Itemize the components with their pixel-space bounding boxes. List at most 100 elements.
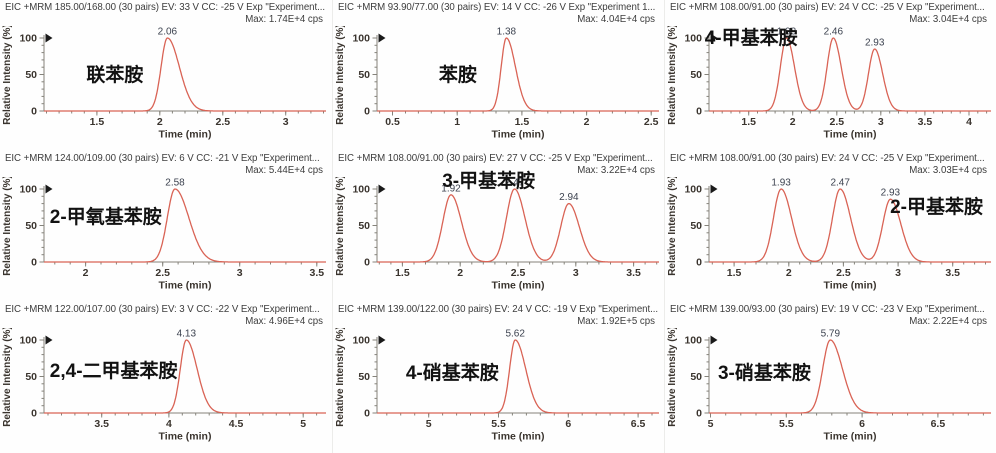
x-tick-labels: 3.5 4 4.5 5 <box>94 418 306 430</box>
chromatogram-chart: 0 50 100 1.5 2 2.5 3 3.5 Time (min) Relative Inte… <box>335 177 659 292</box>
y-axis-title: Relative Intensity (%) <box>667 26 678 125</box>
svg-text:0: 0 <box>364 408 370 420</box>
peak-rt-label: 2.06 <box>158 27 178 38</box>
trace-header-label: EIC +MRM 108.00/91.00 (30 pairs) EV: 24 … <box>670 2 985 13</box>
trace-header-label: EIC +MRM 122.00/107.00 (30 pairs) EV: 3 … <box>5 304 320 315</box>
y-tick-labels: 0 50 100 <box>352 33 370 118</box>
x-axis-title: Time (min) <box>492 129 545 141</box>
svg-text:100: 100 <box>19 184 37 196</box>
max-intensity-label: Max: 2.22E+4 cps <box>909 315 987 327</box>
svg-text:3.5: 3.5 <box>945 267 960 279</box>
chromatogram-panel: EIC +MRM 108.00/91.00 (30 pairs) EV: 24 … <box>664 151 996 302</box>
chromatogram-panel: EIC +MRM 108.00/91.00 (30 pairs) EV: 27 … <box>332 151 664 302</box>
svg-text:2: 2 <box>457 267 463 279</box>
svg-text:6.5: 6.5 <box>931 418 946 430</box>
svg-text:4: 4 <box>966 116 972 128</box>
svg-text:100: 100 <box>352 184 370 196</box>
chromatogram-panel: EIC +MRM 185.00/168.00 (30 pairs) EV: 33… <box>0 0 332 151</box>
axes <box>372 35 659 116</box>
peak-rt-label: 1.38 <box>497 27 517 38</box>
svg-text:3.5: 3.5 <box>918 116 933 128</box>
compound-name-label: 4-甲基苯胺 <box>704 27 798 49</box>
chromatogram-trace <box>44 339 326 414</box>
peak-rt-label: 1.92 <box>441 183 461 194</box>
svg-text:0: 0 <box>31 257 37 269</box>
svg-text:2.5: 2.5 <box>215 116 230 128</box>
x-axis-title: Time (min) <box>159 129 212 141</box>
chromatogram-chart: 0 50 100 1.5 2 2.5 3 Time (min) Relative Intensi… <box>2 26 326 141</box>
svg-text:2.5: 2.5 <box>155 267 170 279</box>
x-tick-labels: 1.5 2 2.5 3 <box>90 116 289 128</box>
svg-text:50: 50 <box>358 220 370 232</box>
svg-text:4: 4 <box>166 418 172 430</box>
svg-text:100: 100 <box>352 335 370 347</box>
max-intensity-label: Max: 3.22E+4 cps <box>577 164 655 176</box>
svg-text:2: 2 <box>83 267 89 279</box>
svg-text:50: 50 <box>358 69 370 81</box>
y-tick-labels: 0 50 100 <box>684 184 702 269</box>
axes <box>372 186 659 267</box>
chromatogram-panel: EIC +MRM 139.00/93.00 (30 pairs) EV: 19 … <box>664 302 996 453</box>
svg-text:3.5: 3.5 <box>626 267 641 279</box>
svg-text:2: 2 <box>584 116 590 128</box>
y-tick-labels: 0 50 100 <box>19 184 37 269</box>
compound-name-label: 苯胺 <box>438 65 477 87</box>
svg-text:100: 100 <box>19 335 37 347</box>
y-axis-title: Relative Intensity (%) <box>2 328 13 427</box>
chromatogram-chart: 0 50 100 5 5.5 6 6.5 Time (min) Relative Intensi… <box>667 328 991 443</box>
y-axis-arrow-icon <box>378 335 386 345</box>
svg-text:1: 1 <box>454 116 460 128</box>
chromatogram-trace <box>44 188 326 263</box>
chromatogram-trace <box>44 37 326 112</box>
compound-name-label: 3-甲基苯胺 <box>442 171 536 193</box>
y-axis-title: Relative Intensity (%) <box>667 328 678 427</box>
svg-text:50: 50 <box>25 371 37 383</box>
y-tick-labels: 0 50 100 <box>684 335 702 420</box>
svg-text:3: 3 <box>283 116 289 128</box>
trace-header-label: EIC +MRM 108.00/91.00 (30 pairs) EV: 24 … <box>670 153 985 164</box>
chromatogram-chart: 0 50 100 1.5 2 2.5 3 3.5 4 Time (min) Relative Int… <box>667 26 991 141</box>
y-tick-labels: 0 50 100 <box>19 335 37 420</box>
svg-text:5: 5 <box>426 418 432 430</box>
svg-text:100: 100 <box>352 33 370 45</box>
svg-text:50: 50 <box>25 69 37 81</box>
y-tick-labels: 0 50 100 <box>352 335 370 420</box>
peak-rt-label: 2.58 <box>165 178 185 189</box>
peak-rt-label: 2.47 <box>830 178 850 189</box>
y-axis-arrow-icon <box>710 335 718 345</box>
peak-rt-label: 2.93 <box>865 38 885 49</box>
compound-name-label: 联苯胺 <box>86 65 144 87</box>
chromatogram-panel: EIC +MRM 93.90/77.00 (30 pairs) EV: 14 V… <box>332 0 664 151</box>
svg-text:3.5: 3.5 <box>94 418 109 430</box>
y-axis-arrow-icon <box>45 335 53 345</box>
compound-name-label: 2-甲基苯胺 <box>890 196 983 218</box>
chromatogram-chart: 0 50 100 1.5 2 2.5 3 3.5 Time (min) Relative Inte… <box>667 177 991 292</box>
svg-text:2: 2 <box>786 267 792 279</box>
peak-rt-label: 1.93 <box>777 27 797 38</box>
svg-text:50: 50 <box>690 69 702 81</box>
max-intensity-label: Max: 1.74E+4 cps <box>245 13 323 25</box>
svg-text:6: 6 <box>565 418 571 430</box>
svg-text:3: 3 <box>237 267 243 279</box>
y-tick-labels: 0 50 100 <box>352 184 370 269</box>
trace-header-label: EIC +MRM 108.00/91.00 (30 pairs) EV: 27 … <box>338 153 653 164</box>
svg-text:1.5: 1.5 <box>741 116 756 128</box>
svg-text:50: 50 <box>25 220 37 232</box>
chromatogram-trace <box>709 37 991 112</box>
svg-text:1.5: 1.5 <box>515 116 530 128</box>
svg-text:0: 0 <box>696 408 702 420</box>
y-axis-arrow-icon <box>378 33 386 43</box>
y-axis-title: Relative Intensity (%) <box>2 26 13 125</box>
svg-text:1.5: 1.5 <box>727 267 742 279</box>
svg-text:3: 3 <box>878 116 884 128</box>
compound-name-label: 3-硝基苯胺 <box>717 362 811 384</box>
svg-text:0.5: 0.5 <box>385 116 400 128</box>
chromatogram-chart: 0 50 100 5 5.5 6 6.5 Time (min) Relative Intensi… <box>335 328 659 443</box>
x-axis-title: Time (min) <box>159 280 212 292</box>
x-tick-labels: 2 2.5 3 3.5 <box>83 267 325 279</box>
y-tick-labels: 0 50 100 <box>684 33 702 118</box>
trace-header-label: EIC +MRM 139.00/122.00 (30 pairs) EV: 24… <box>338 304 658 315</box>
chromatogram-trace <box>377 188 659 263</box>
x-axis-title: Time (min) <box>159 431 212 443</box>
